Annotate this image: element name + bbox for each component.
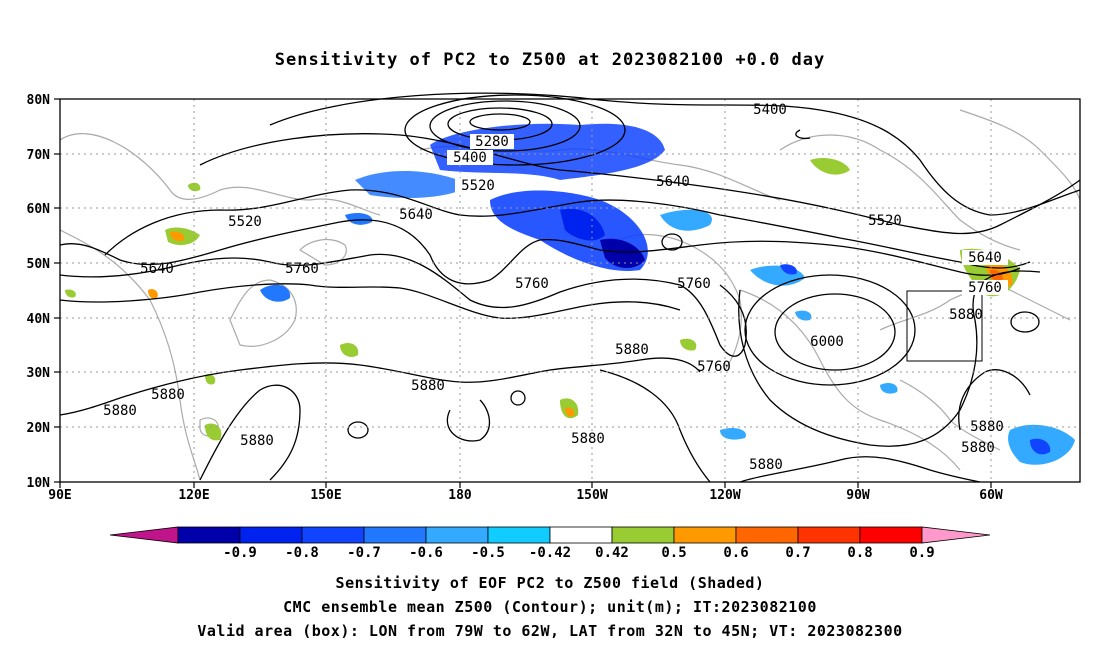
colorbar-label: -0.6 xyxy=(409,545,443,561)
longitude-labels: 90E 120E 150E 180 150W 120W 90W 60W xyxy=(48,488,1003,503)
lat-label: 70N xyxy=(27,148,51,163)
lat-label: 60N xyxy=(27,202,51,217)
lon-label: 90W xyxy=(846,488,870,503)
caption-contour: CMC ensemble mean Z500 (Contour); unit(m… xyxy=(283,598,817,616)
colorbar-label: 0.6 xyxy=(723,545,748,561)
lat-label: 10N xyxy=(27,476,51,491)
colorbar-segment xyxy=(487,526,551,544)
lon-label: 60W xyxy=(979,488,1003,503)
contour-label: 5520 xyxy=(868,213,902,229)
colorbar: -0.9 -0.8 -0.7 -0.6 -0.5 -0.42 0.42 0.5 0.6 0.7 0.… xyxy=(109,526,991,561)
contour-label: 5880 xyxy=(961,440,995,456)
colorbar-label: -0.5 xyxy=(471,545,505,561)
colorbar-label: 0.42 xyxy=(595,545,629,561)
colorbar-label: 0.5 xyxy=(661,545,686,561)
colorbar-segment xyxy=(177,526,241,544)
colorbar-segment xyxy=(797,526,861,544)
lon-label: 120E xyxy=(178,488,209,503)
contour-label: 5760 xyxy=(697,359,731,375)
colorbar-arrow-high xyxy=(921,526,991,544)
contour-label: 5880 xyxy=(970,419,1004,435)
contour-label: 5400 xyxy=(753,102,787,118)
contour-label: 5760 xyxy=(968,280,1002,296)
contour-label: 5760 xyxy=(285,261,319,277)
lon-label: 150W xyxy=(576,488,607,503)
contour-label: 5880 xyxy=(571,431,605,447)
grid-lines xyxy=(60,99,1080,482)
map-frame xyxy=(59,98,1081,483)
latitude-labels: 80N 70N 60N 50N 40N 30N 20N 10N xyxy=(27,93,51,491)
lat-label: 40N xyxy=(27,312,51,327)
colorbar-segment xyxy=(425,526,489,544)
colorbar-label: -0.42 xyxy=(529,545,571,561)
contour-label: 5520 xyxy=(461,178,495,194)
contour-label: 5880 xyxy=(151,387,185,403)
contour-label: 5400 xyxy=(453,150,487,166)
contour-label: 5880 xyxy=(103,403,137,419)
colorbar-label: -0.8 xyxy=(285,545,319,561)
contour-label: 5880 xyxy=(749,457,783,473)
lat-label: 80N xyxy=(27,93,51,108)
contour-label: 5880 xyxy=(949,307,983,323)
contour-label: 5640 xyxy=(656,174,690,190)
contour-label: 6000 xyxy=(810,334,844,350)
lon-label: 180 xyxy=(448,488,472,503)
colorbar-segment xyxy=(363,526,427,544)
lat-label: 50N xyxy=(27,257,51,272)
colorbar-segment xyxy=(549,526,613,544)
lon-label: 90E xyxy=(48,488,71,503)
lat-label: 30N xyxy=(27,366,51,381)
colorbar-segment xyxy=(239,526,303,544)
contour-labels: 5280 5400 5400 5520 5520 5520 5640 5640 … xyxy=(103,102,1008,473)
contour-label: 5280 xyxy=(475,134,509,150)
contour-label: 5520 xyxy=(228,214,262,230)
caption-shading: Sensitivity of EOF PC2 to Z500 field (Sh… xyxy=(335,574,765,592)
z500-contours xyxy=(59,92,1081,483)
colorbar-segment xyxy=(859,526,923,544)
contour-label: 5880 xyxy=(240,433,274,449)
colorbar-segment xyxy=(301,526,365,544)
lat-label: 20N xyxy=(27,421,51,436)
sensitivity-shading xyxy=(65,123,1075,465)
colorbar-label: 0.9 xyxy=(909,545,934,561)
map-title: Sensitivity of PC2 to Z500 at 2023082100… xyxy=(274,50,826,70)
colorbar-segment xyxy=(611,526,675,544)
contour-label: 5880 xyxy=(615,342,649,358)
colorbar-label: -0.7 xyxy=(347,545,381,561)
caption-valid-area: Valid area (box): LON from 79W to 62W, L… xyxy=(197,622,903,640)
valid-area-box xyxy=(906,290,983,362)
contour-label: 5760 xyxy=(677,276,711,292)
tick-marks xyxy=(54,98,992,488)
colorbar-segment xyxy=(673,526,737,544)
contour-label: 5880 xyxy=(411,378,445,394)
colorbar-arrow-low xyxy=(109,526,179,544)
contour-label: 5640 xyxy=(968,250,1002,266)
contour-label: 5640 xyxy=(140,261,174,277)
lon-label: 120W xyxy=(709,488,740,503)
colorbar-label: 0.8 xyxy=(847,545,872,561)
contour-label: 5760 xyxy=(515,276,549,292)
colorbar-label: -0.9 xyxy=(223,545,257,561)
lon-label: 150E xyxy=(310,488,341,503)
colorbar-label: 0.7 xyxy=(785,545,810,561)
colorbar-segment xyxy=(735,526,799,544)
contour-label: 5640 xyxy=(399,207,433,223)
